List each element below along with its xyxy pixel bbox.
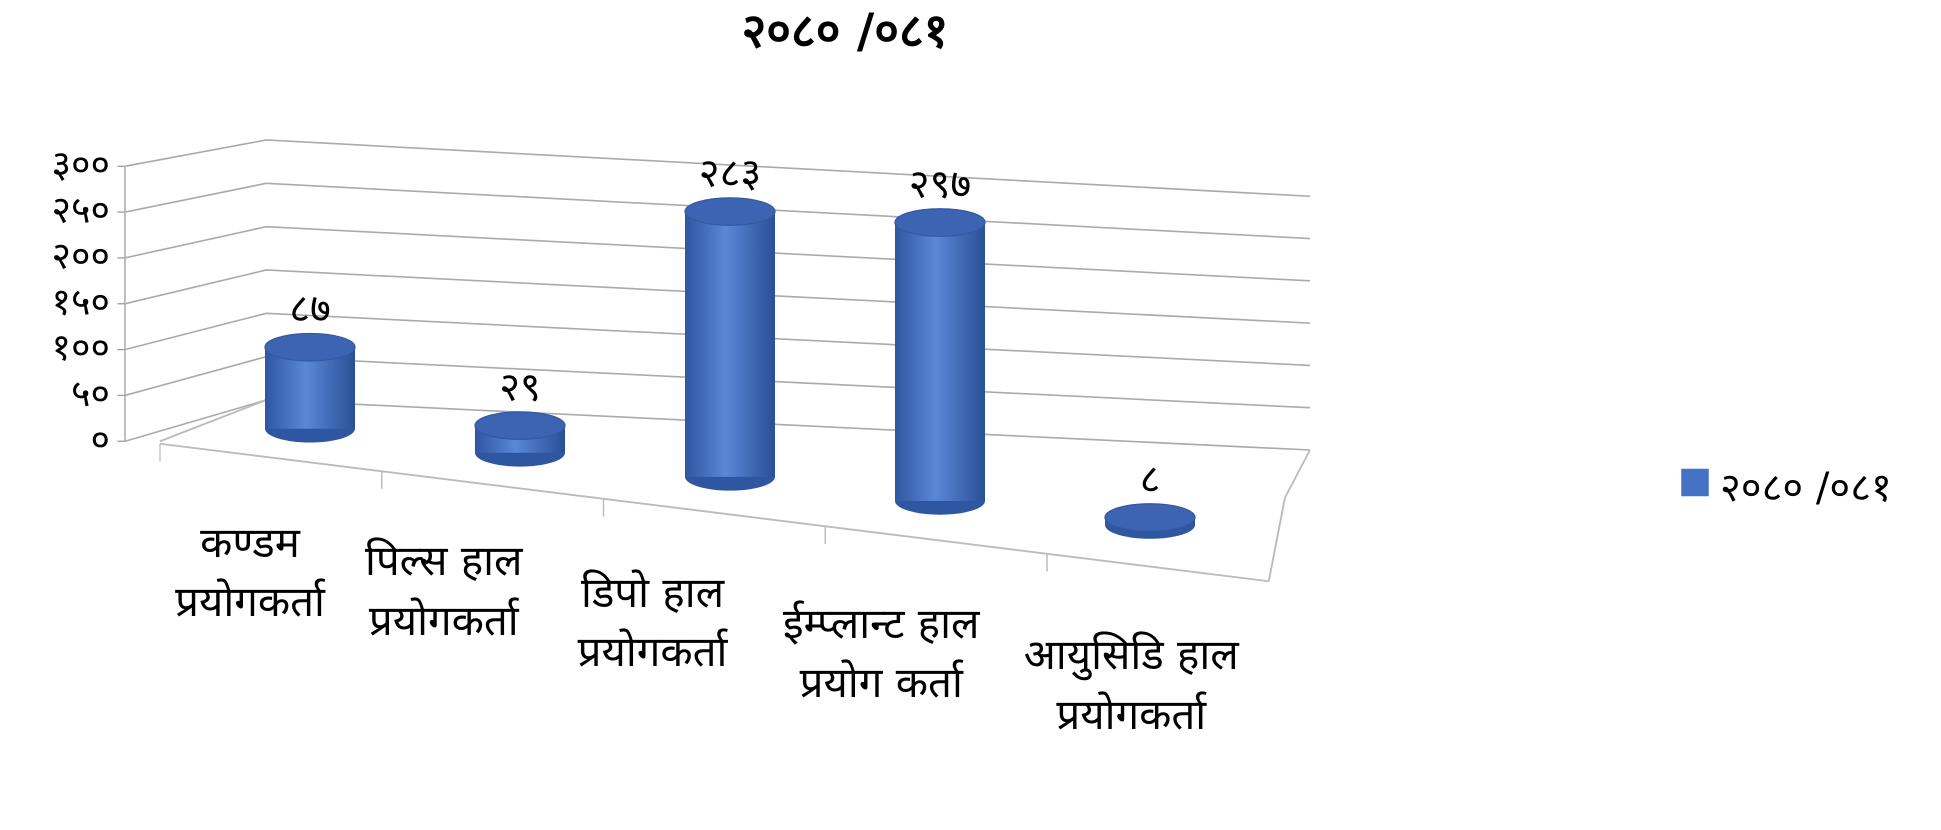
y-tick-label: ३००	[52, 142, 111, 186]
value-label: २९	[499, 364, 541, 410]
y-tick-label: २००	[52, 233, 111, 277]
x-tick-label: आयुसिडि हाल प्रयोगकर्ता	[1023, 630, 1239, 739]
value-label: २८३	[699, 150, 761, 196]
y-tick-label: ५०	[71, 371, 110, 415]
bar-top	[264, 332, 356, 362]
bar-top	[474, 411, 566, 440]
bar-top	[1104, 503, 1196, 532]
bar	[895, 222, 985, 501]
floor-right-edge	[1267, 497, 1286, 582]
bar-top	[894, 208, 986, 237]
x-tick-label: कण्डम प्रयोगकर्ता	[175, 517, 325, 627]
chart-title: २०८० /०८१	[742, 4, 949, 59]
value-label: २९७	[909, 161, 971, 207]
x-tick-label: डिपो हाल प्रयोगकर्ता	[577, 567, 728, 677]
bar-top	[684, 197, 776, 226]
legend-label: २०८० /०८१	[1720, 465, 1892, 511]
y-tick-label: १५०	[52, 279, 111, 323]
x-tick-label: ईम्प्लान्ट हाल प्रयोग कर्ता	[783, 598, 980, 708]
y-tick-label: ०	[91, 417, 111, 461]
floor-front-edge	[159, 442, 1269, 583]
grid-line	[124, 139, 1311, 198]
y-tick-label: २५०	[52, 188, 111, 232]
x-tick-label: पिल्स हाल प्रयोगकर्ता	[364, 536, 523, 645]
floor-back-right	[1284, 449, 1311, 498]
value-label: ८	[1140, 456, 1161, 502]
legend-swatch	[1681, 468, 1709, 497]
value-label: ८७	[289, 286, 331, 332]
y-tick-label: १००	[52, 325, 111, 369]
bar	[685, 211, 775, 477]
floor-left-edge	[159, 399, 267, 443]
